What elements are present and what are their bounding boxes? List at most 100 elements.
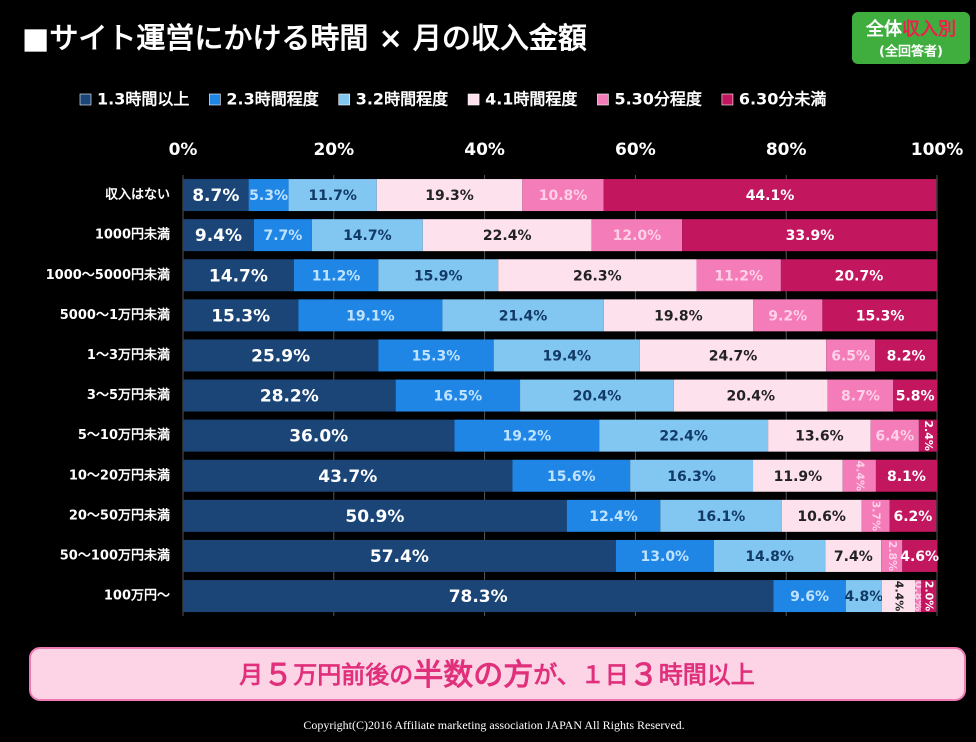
y-tick-label: 20～50万円未満 <box>69 507 170 523</box>
bar-segment <box>603 179 937 212</box>
legend-swatch <box>721 93 734 106</box>
value-label: 19.1% <box>346 308 395 324</box>
y-tick-label: 10～20万円未満 <box>69 467 170 483</box>
value-label: 22.4% <box>659 429 708 445</box>
y-tick-label: 1～3万円未満 <box>87 347 170 363</box>
bar-segment <box>248 179 289 212</box>
y-tick-label: 1000～5000円未満 <box>46 267 170 283</box>
bar-segment <box>826 339 876 372</box>
value-label: 57.4% <box>370 547 429 567</box>
banner-part: 半数の方 <box>413 658 533 693</box>
legend-swatch <box>209 93 221 106</box>
bar-segment <box>889 499 937 532</box>
bar-segment <box>918 419 937 452</box>
bar-segment <box>498 259 697 292</box>
bar-segment <box>183 539 616 572</box>
value-label: 44.1% <box>746 188 795 204</box>
legend-swatch <box>79 93 92 106</box>
value-label: 5.8% <box>896 389 935 405</box>
value-label: 20.7% <box>835 268 884 284</box>
bar-segment <box>183 459 513 492</box>
value-label: 6.4% <box>875 429 914 445</box>
y-tick-label: 1000円未満 <box>95 227 170 243</box>
bar-segment <box>615 539 714 572</box>
value-label: 2.0% <box>923 581 936 612</box>
value-label: 16.3% <box>667 469 716 485</box>
bar-segment <box>512 459 631 492</box>
bar-segment <box>825 539 882 572</box>
bar-segment <box>493 339 640 372</box>
bar-segment <box>378 259 499 292</box>
value-label: 15.9% <box>414 268 463 284</box>
bar-segment <box>673 379 828 412</box>
value-label: 9.2% <box>768 308 807 324</box>
x-tick-label: 60% <box>615 140 656 160</box>
value-label: 6.5% <box>831 348 870 364</box>
y-tick-label: 50～100万円未満 <box>60 547 170 563</box>
value-label: 11.2% <box>714 268 763 284</box>
bar-segment <box>378 339 494 372</box>
badge <box>852 12 970 64</box>
copyright: Copyright(C)2016 Affiliate marketing ass… <box>303 718 684 732</box>
x-tick-label: 100% <box>911 140 964 160</box>
bar-segment <box>881 580 916 613</box>
bar-segment <box>845 580 882 613</box>
bar-segment <box>183 580 774 613</box>
value-label: 15.3% <box>856 308 905 324</box>
value-label: 13.6% <box>795 429 844 445</box>
x-tick-label: 20% <box>313 140 354 160</box>
bar-segment <box>454 419 600 452</box>
value-label: 12.4% <box>589 509 638 525</box>
y-tick-label: 5000～1万円未満 <box>60 307 170 323</box>
y-tick-label: 3～5万円未満 <box>87 387 170 403</box>
bar-segment <box>921 580 937 613</box>
bar-segment <box>591 219 683 252</box>
bar-segment <box>183 259 294 292</box>
value-label: 9.4% <box>195 226 242 246</box>
bar-segment <box>827 379 894 412</box>
bar-segment <box>183 179 249 212</box>
y-tick-label: 5～10万円未満 <box>78 427 170 443</box>
value-label: 3.7% <box>870 501 883 532</box>
legend-swatch <box>338 93 351 106</box>
bar-segment <box>902 539 937 572</box>
banner-part: ３ <box>629 658 659 693</box>
value-label: 4.4% <box>853 460 866 491</box>
bar-segment <box>298 299 443 332</box>
value-label: 8.2% <box>887 348 926 364</box>
bar-segment <box>288 179 377 212</box>
badge-accent: 収入別 <box>902 19 956 40</box>
value-label: 2.8% <box>886 541 899 572</box>
value-label: 33.9% <box>786 228 835 244</box>
legend-swatch <box>597 93 609 106</box>
bar-segment <box>311 219 423 252</box>
x-tick-label: 80% <box>766 140 807 160</box>
bar-segment <box>713 539 826 572</box>
value-label: 19.3% <box>425 188 474 204</box>
bar-segment <box>253 219 312 252</box>
value-label: 28.2% <box>260 387 319 407</box>
bar-segment <box>822 299 938 332</box>
banner: 月５万円前後の半数の方が、１日３時間以上 <box>238 658 755 693</box>
banner-part: ５ <box>263 658 293 693</box>
value-label: 19.2% <box>503 429 552 445</box>
x-tick-label: 40% <box>464 140 505 160</box>
value-label: 5.3% <box>249 188 288 204</box>
bar-segment <box>183 219 254 252</box>
bar-segment <box>599 419 769 452</box>
value-label: 8.7% <box>841 389 880 405</box>
value-label: 78.3% <box>449 587 508 607</box>
badge-sub: (全回答者) <box>879 44 943 60</box>
bar-segment <box>183 339 379 372</box>
bar-segment <box>183 419 455 452</box>
banner-part: 万円前後の <box>293 661 413 689</box>
value-label: 8.7% <box>192 186 239 206</box>
x-tick-label: 0% <box>169 140 198 160</box>
banner-part: が、１日 <box>533 661 629 689</box>
bar-segment <box>522 179 604 212</box>
bar-segment <box>875 459 937 492</box>
value-label: 4.4% <box>893 581 906 612</box>
value-label: 10.6% <box>797 509 846 525</box>
bar-segment <box>768 419 871 452</box>
